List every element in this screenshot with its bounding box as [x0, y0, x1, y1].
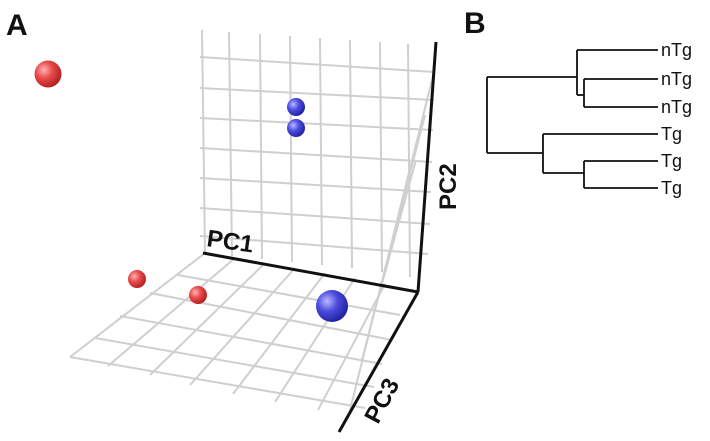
pca-grid [69, 29, 435, 411]
leaf-label: nTg [661, 97, 692, 117]
data-point [128, 270, 146, 288]
panel-label-b: B [464, 7, 486, 40]
pca-axes [202, 41, 438, 433]
pca-points [34, 60, 348, 322]
pc3-axis-line [337, 291, 420, 433]
panel-label-a: A [6, 9, 28, 42]
pc1-axis-label: PC1 [205, 225, 255, 258]
dendrogram-leaves: nTg nTg nTg Tg Tg Tg [661, 40, 692, 198]
leaf-label: nTg [661, 40, 692, 60]
data-point [316, 290, 348, 322]
data-point [189, 286, 207, 304]
pc2-axis-label: PC2 [435, 163, 462, 210]
pc2-axis-line [416, 41, 438, 293]
data-point [287, 98, 305, 116]
dendrogram [486, 49, 658, 189]
data-point [34, 60, 62, 88]
leaf-label: nTg [661, 69, 692, 89]
leaf-label: Tg [661, 178, 682, 198]
leaf-label: Tg [661, 124, 682, 144]
leaf-label: Tg [661, 151, 682, 171]
pc1-axis-line [202, 251, 419, 294]
data-point [287, 119, 305, 137]
